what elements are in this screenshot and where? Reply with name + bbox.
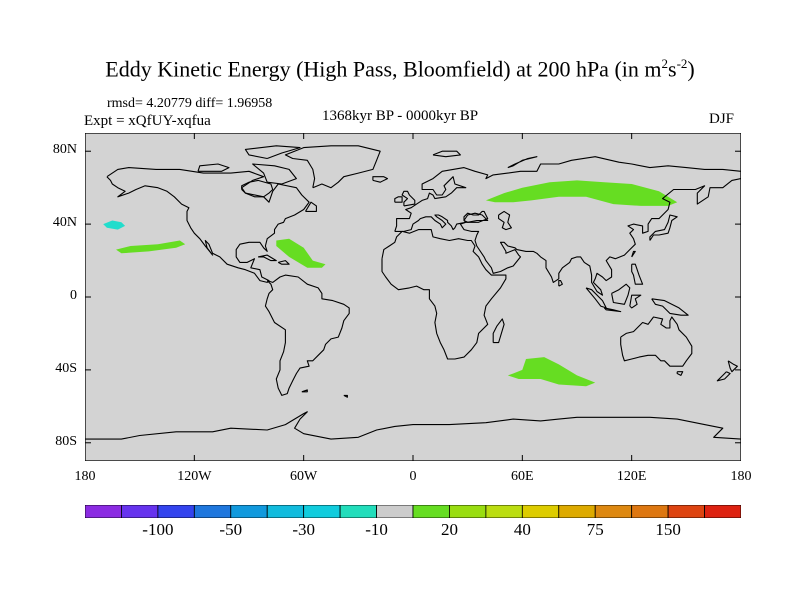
colorbar-swatch xyxy=(266,505,305,518)
coastline-japan xyxy=(649,214,678,241)
coastline-taiwan xyxy=(631,250,636,258)
coastline-hudson-bay xyxy=(241,179,274,198)
colorbar-swatch xyxy=(558,505,596,518)
colorbar-label: 40 xyxy=(513,520,531,539)
coastline-hispaniola xyxy=(277,260,290,265)
period-label: 1368kyr BP - 0000kyr BP xyxy=(322,108,479,124)
colorbar-swatch xyxy=(594,505,633,518)
x-tick-label: 120W xyxy=(177,469,212,484)
coastlines xyxy=(85,145,741,440)
colorbar-swatch xyxy=(121,505,159,518)
colorbar-swatch xyxy=(230,505,268,518)
anomaly-regions xyxy=(103,180,678,387)
colorbar-swatch xyxy=(85,505,122,518)
colorbar-swatch xyxy=(631,505,669,518)
colorbar-swatch xyxy=(193,505,232,518)
coastline-madagascar xyxy=(492,318,505,344)
colorbar-swatch xyxy=(412,505,450,518)
y-tick-label: 40S xyxy=(55,360,77,376)
colorbar-swatch xyxy=(376,505,414,518)
coastline-tasmania xyxy=(676,371,684,376)
season-label: DJF xyxy=(709,111,735,127)
anomaly-region-north-pacific-positive xyxy=(116,240,186,254)
colorbar-label: -50 xyxy=(219,520,243,539)
coastline-ireland xyxy=(394,196,403,203)
coastline-africa xyxy=(381,229,507,360)
x-tick-label: 0 xyxy=(409,469,417,484)
colorbar-swatch xyxy=(157,505,195,518)
coastline-south-georgia xyxy=(343,394,348,398)
coastline-greenland xyxy=(284,145,381,189)
x-tick-label: 180 xyxy=(730,469,752,484)
coastline-java xyxy=(603,307,622,313)
coastline-new-zealand-north xyxy=(727,360,738,373)
colorbar-label: -10 xyxy=(365,520,388,539)
colorbar-swatch xyxy=(449,505,487,518)
coastline-australia xyxy=(620,316,693,367)
anomaly-region-indian-ocean-positive xyxy=(507,357,596,387)
experiment-label: Expt = xQfUY-xqfua xyxy=(84,113,211,129)
stats-label: rmsd= 4.20779 diff= 1.96958 xyxy=(107,96,273,111)
y-tick-label: 40N xyxy=(52,215,77,231)
coastline-falklands xyxy=(301,389,308,393)
coastline-sri-lanka xyxy=(558,280,563,287)
anomaly-region-eurasia-positive xyxy=(485,180,678,206)
coastline-svalbard xyxy=(432,150,461,158)
anomaly-region-north-pacific-negative xyxy=(103,220,126,230)
y-tick-label: 80S xyxy=(55,433,77,449)
colorbar-swatch xyxy=(485,505,523,518)
coastline-sulawesi xyxy=(629,294,642,309)
colorbar-label: 150 xyxy=(655,520,681,539)
map-background xyxy=(85,133,741,461)
coastline-borneo xyxy=(611,283,631,305)
coastline-baffin-island xyxy=(252,163,297,185)
coastline-cuba xyxy=(257,254,277,262)
coastline-newfoundland xyxy=(305,201,317,212)
colorbar-label: 20 xyxy=(440,520,458,539)
x-tick-label: 60E xyxy=(511,469,534,484)
x-tick-label: 60W xyxy=(290,469,318,484)
coastline-caspian-sea xyxy=(498,210,512,231)
anomaly-region-north-atlantic-positive xyxy=(276,238,326,268)
colorbar-swatch xyxy=(339,505,377,518)
map-plot xyxy=(85,133,741,461)
coastline-new-guinea xyxy=(651,298,689,316)
y-tick-label: 0 xyxy=(70,288,77,303)
figure-title: Eddy Kinetic Energy (High Pass, Bloomfie… xyxy=(105,56,695,82)
coastline-antarctica xyxy=(85,411,741,440)
colorbar-swatch xyxy=(704,505,741,518)
coastline-eurasia xyxy=(394,156,741,296)
coastline-novaya-zemlya xyxy=(507,156,538,169)
coastline-great-britain xyxy=(401,190,416,207)
axis-ticks xyxy=(85,133,741,461)
colorbar-swatch xyxy=(521,505,560,518)
coastline-black-sea xyxy=(463,212,489,223)
x-tick-label: 120E xyxy=(616,469,647,484)
coastline-ellesmere-island xyxy=(244,145,301,160)
coastline-new-zealand-south xyxy=(716,371,731,382)
coastline-iceland xyxy=(372,176,389,183)
colorbar-swatch xyxy=(303,505,341,518)
y-tick-label: 80N xyxy=(52,142,77,158)
colorbar-label: 75 xyxy=(586,520,604,539)
colorbar-label: -100 xyxy=(142,520,174,539)
colorbar-label: -30 xyxy=(292,520,315,539)
coastline-north-america xyxy=(106,167,310,283)
coastline-philippines xyxy=(631,263,644,285)
coastline-south-america xyxy=(264,274,350,396)
colorbar xyxy=(85,505,741,518)
x-tick-label: 180 xyxy=(74,469,96,484)
colorbar-swatch xyxy=(667,505,705,518)
coastline-victoria-island xyxy=(197,163,230,172)
